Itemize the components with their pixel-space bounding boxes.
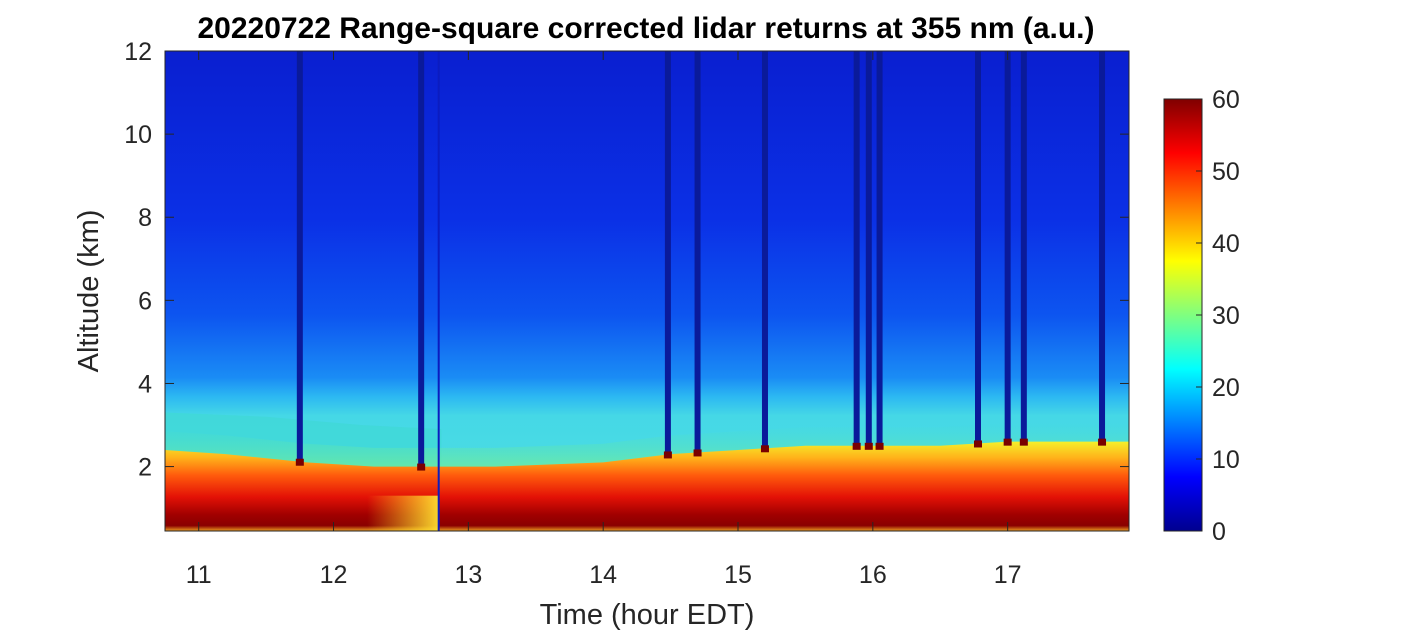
x-tick-label: 17 [994,561,1022,589]
cloud-base [852,442,861,450]
colorbar-tick-label: 10 [1212,446,1240,474]
colorbar-tick-label: 60 [1212,86,1240,114]
x-tick-label: 11 [186,561,212,589]
cloud-base [973,440,982,448]
y-axis-label: Altitude (km) [73,210,105,373]
cloud-column [761,51,768,449]
cloud-column [694,51,701,453]
colorbar: 0 10 20 30 40 50 60 [1163,86,1240,546]
x-axis-label: Time (hour EDT) [540,599,755,630]
y-tick-label: 10 [124,121,152,149]
y-axis: 2 4 6 8 10 12 [124,38,1129,482]
x-tick-label: 12 [320,561,348,589]
colorbar-tick-label: 40 [1212,230,1240,258]
cloud-base [295,458,304,466]
cloud-base [693,449,702,457]
data-gap-blend [367,495,439,531]
x-tick-label: 13 [454,561,482,589]
cloud-base [417,463,426,471]
heatmap-plot-area [164,50,1130,532]
y-tick-label: 8 [138,204,152,232]
colorbar-tick-label: 20 [1212,374,1240,402]
colorbar-tick-label: 0 [1212,518,1226,546]
x-tick-label: 16 [859,561,887,589]
cloud-column [664,51,671,455]
x-tick-label: 14 [589,561,617,589]
cloud-base [1003,438,1012,446]
colorbar-gradient [1163,98,1203,532]
cloud-base [875,442,884,450]
cloud-column [974,51,981,444]
chart-title: 20220722 Range-square corrected lidar re… [197,12,1094,45]
cloud-column [296,51,303,462]
x-tick-label: 15 [724,561,752,589]
cloud-base [1019,438,1028,446]
colorbar-tick-label: 50 [1212,158,1240,186]
cloud-base [663,451,672,459]
y-tick-label: 12 [124,38,152,66]
cloud-base [1098,438,1107,446]
cloud-column [876,51,883,446]
cloud-column [1004,51,1011,442]
cloud-column [865,51,872,446]
y-tick-label: 6 [138,287,152,315]
cloud-column [853,51,860,446]
colorbar-ticks: 0 10 20 30 40 50 60 [1196,86,1240,546]
cloud-columns [295,51,1107,471]
colorbar-tick-label: 30 [1212,302,1240,330]
cloud-column [1020,51,1027,442]
y-tick-label: 2 [138,454,152,482]
cloud-base [864,442,873,450]
cloud-column [418,51,425,467]
y-tick-label: 4 [138,370,152,398]
plot-frame [164,50,1130,532]
cloud-base [760,445,769,453]
x-axis: 11 12 13 14 15 16 17 [186,51,1022,589]
cloud-column [1099,51,1106,442]
